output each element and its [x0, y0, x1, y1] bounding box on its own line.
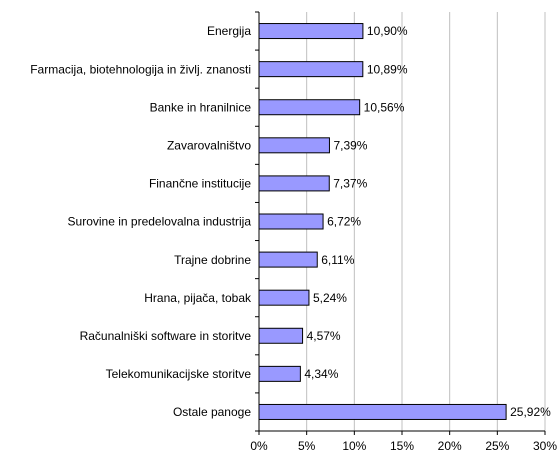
y-tick-label: Zavarovalništvo: [167, 138, 251, 152]
bar: [258, 365, 301, 382]
value-label: 25,92%: [510, 405, 551, 419]
value-label: 6,72%: [327, 215, 361, 229]
y-tick-label: Telekomunikacijske storitve: [106, 367, 252, 381]
value-label: 10,56%: [364, 100, 405, 114]
y-tick-label: Računalniški software in storitve: [80, 329, 252, 343]
bar: [258, 99, 361, 116]
x-tick-label: 25%: [485, 439, 509, 453]
value-label: 4,34%: [304, 367, 338, 381]
y-tick-label: Banke in hranilnice: [150, 100, 252, 114]
x-tick-label: 10%: [342, 439, 366, 453]
bar: [258, 61, 364, 78]
x-tick-label: 30%: [533, 439, 557, 453]
x-tick-label: 15%: [390, 439, 414, 453]
value-label: 5,24%: [313, 291, 347, 305]
y-tick-label: Surovine in predelovalna industrija: [68, 215, 252, 229]
x-tick-label: 5%: [298, 439, 316, 453]
x-tick-label: 20%: [438, 439, 462, 453]
x-tick-label: 0%: [250, 439, 268, 453]
bar: [258, 403, 507, 420]
value-label: 7,39%: [333, 138, 367, 152]
bar: [258, 289, 310, 306]
value-label: 10,89%: [367, 62, 408, 76]
y-tick-label: Energija: [207, 24, 251, 38]
y-tick-label: Finančne institucije: [149, 177, 251, 191]
y-tick-label: Hrana, pijača, tobak: [144, 291, 252, 305]
bar: [258, 175, 330, 192]
bar: [258, 23, 364, 40]
bar: [258, 137, 330, 154]
y-tick-label: Farmacija, biotehnologija in življ. znan…: [30, 62, 251, 76]
value-label: 10,90%: [367, 24, 408, 38]
bar: [258, 213, 324, 230]
bar: [258, 327, 304, 344]
bar: [258, 251, 318, 268]
value-label: 4,57%: [307, 329, 341, 343]
y-tick-label: Ostale panoge: [173, 405, 251, 419]
value-label: 7,37%: [333, 177, 367, 191]
y-tick-label: Trajne dobrine: [174, 253, 251, 267]
value-label: 6,11%: [321, 253, 354, 267]
